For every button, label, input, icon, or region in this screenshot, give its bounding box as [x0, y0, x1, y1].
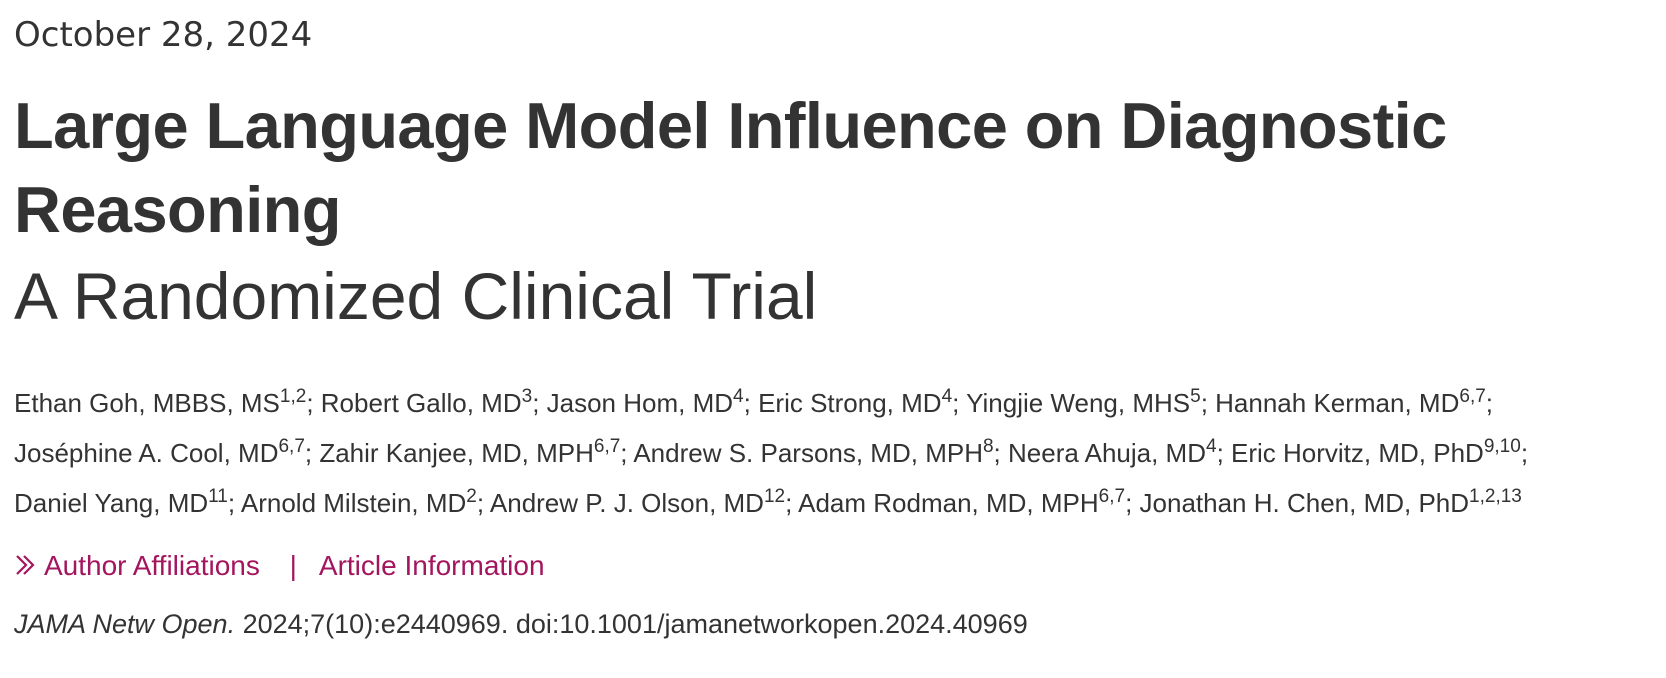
citation-details: 2024;7(10):e2440969. doi:10.1001/jamanet… — [242, 609, 1028, 639]
double-chevron-right-icon — [16, 555, 35, 575]
citation: JAMA Netw Open. 2024;7(10):e2440969. doi… — [14, 606, 1028, 642]
affiliation-number: 6,7 — [1098, 486, 1126, 507]
author-name: Andrew S. Parsons, MD, MPH — [633, 438, 983, 468]
author-affiliations-link[interactable]: Author Affiliations — [14, 550, 268, 581]
author-11[interactable]: Eric Horvitz, MD, PhD9,10 — [1231, 436, 1521, 468]
journal-abbreviation: JAMA Netw Open. — [14, 609, 236, 639]
author-2[interactable]: Robert Gallo, MD3 — [320, 386, 533, 418]
affiliation-number: 12 — [763, 486, 786, 507]
affiliation-number: 4 — [1205, 436, 1217, 457]
author-name: Arnold Milstein, MD — [240, 488, 467, 518]
author-name: Joséphine A. Cool, MD — [14, 438, 279, 468]
author-5[interactable]: Yingjie Weng, MHS5 — [966, 386, 1201, 418]
affiliation-number: 4 — [941, 386, 953, 407]
article-information-link[interactable]: Article Information — [318, 550, 545, 581]
affiliation-number: 4 — [733, 386, 744, 407]
author-16[interactable]: Jonathan H. Chen, MD, PhD1,2,13 — [1139, 486, 1522, 518]
author-8[interactable]: Zahir Kanjee, MD, MPH6,7 — [319, 436, 621, 468]
author-name: Eric Horvitz, MD, PhD — [1231, 438, 1484, 468]
link-separator: | — [289, 550, 297, 581]
author-name: Yingjie Weng, MHS — [966, 388, 1191, 418]
author-list: Ethan Goh, MBBS, MS1,2; Robert Gallo, MD… — [14, 386, 1529, 518]
affiliation-number: 3 — [521, 386, 533, 407]
affiliation-number: 6,7 — [593, 436, 621, 457]
author-10[interactable]: Neera Ahuja, MD4 — [1008, 436, 1217, 468]
affiliation-number: 6,7 — [1459, 386, 1486, 407]
author-7[interactable]: Joséphine A. Cool, MD6,7 — [14, 436, 305, 468]
author-6[interactable]: Hannah Kerman, MD6,7 — [1215, 386, 1486, 418]
author-name: Ethan Goh, MBBS, MS — [14, 388, 280, 418]
article-links: Author Affiliations | Article Information — [14, 548, 545, 584]
author-affiliations-label: Author Affiliations — [44, 550, 260, 581]
affiliation-number: 2 — [466, 486, 477, 507]
author-name: Jonathan H. Chen, MD, PhD — [1139, 488, 1470, 518]
affiliation-number: 6,7 — [278, 436, 305, 457]
affiliation-number: 5 — [1190, 386, 1201, 407]
article-title: Large Language Model Influence on Diagno… — [14, 89, 1447, 246]
affiliation-number: 9,10 — [1483, 436, 1521, 457]
author-name: Zahir Kanjee, MD, MPH — [319, 438, 594, 468]
author-name: Eric Strong, MD — [758, 388, 942, 418]
author-4[interactable]: Eric Strong, MD4 — [758, 386, 953, 418]
publication-date: October 28, 2024 — [14, 15, 313, 55]
affiliation-number: 11 — [208, 486, 228, 507]
author-12[interactable]: Daniel Yang, MD11 — [14, 486, 228, 518]
article-subtitle: A Randomized Clinical Trial — [14, 259, 818, 333]
affiliation-number: 8 — [982, 436, 994, 457]
author-14[interactable]: Andrew P. J. Olson, MD12 — [489, 486, 786, 518]
author-9[interactable]: Andrew S. Parsons, MD, MPH8 — [633, 436, 994, 468]
author-name: Hannah Kerman, MD — [1215, 388, 1460, 418]
author-3[interactable]: Jason Hom, MD4 — [546, 386, 744, 418]
affiliation-number: 1,2,13 — [1469, 486, 1522, 507]
author-name: Andrew P. J. Olson, MD — [489, 488, 764, 518]
author-name: Adam Rodman, MD, MPH — [798, 488, 1099, 518]
author-15[interactable]: Adam Rodman, MD, MPH6,7 — [798, 486, 1126, 518]
author-name: Robert Gallo, MD — [320, 388, 522, 418]
author-name: Jason Hom, MD — [546, 388, 734, 418]
author-name: Daniel Yang, MD — [14, 488, 209, 518]
affiliation-number: 1,2 — [279, 386, 307, 407]
author-1[interactable]: Ethan Goh, MBBS, MS1,2 — [14, 386, 307, 418]
author-13[interactable]: Arnold Milstein, MD2 — [240, 486, 477, 518]
author-name: Neera Ahuja, MD — [1008, 438, 1206, 468]
